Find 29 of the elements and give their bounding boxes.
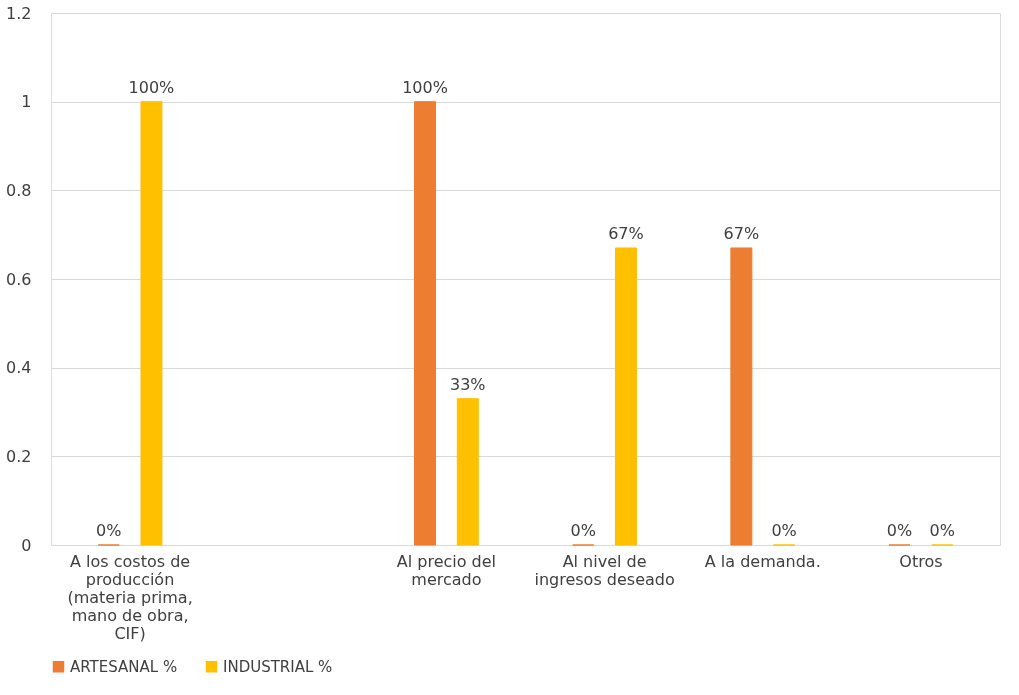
y-tick-label: 0.8 bbox=[6, 180, 32, 200]
bar bbox=[414, 101, 437, 546]
data-label: 100% bbox=[402, 77, 448, 97]
data-label: 33% bbox=[450, 374, 486, 394]
x-tick-label: A la demanda. bbox=[704, 551, 821, 571]
data-label: 0% bbox=[96, 521, 122, 540]
data-label: 0% bbox=[886, 521, 913, 540]
x-tick-label: Al nivel de ingresos deseado bbox=[534, 551, 675, 589]
y-tick-label: 0.4 bbox=[6, 358, 32, 378]
legend-label: INDUSTRIAL % bbox=[223, 657, 333, 676]
y-tick-label: 1 bbox=[21, 92, 32, 112]
bar bbox=[614, 247, 637, 546]
data-label: 100% bbox=[128, 77, 175, 97]
y-tick-label: 0.2 bbox=[6, 446, 32, 466]
bar bbox=[456, 398, 479, 546]
x-tick-label: Al precio del mercado bbox=[396, 551, 497, 589]
data-label: 67% bbox=[608, 223, 644, 243]
bar bbox=[140, 101, 163, 546]
data-label: 67% bbox=[723, 223, 760, 243]
x-tick-label: Otros bbox=[899, 551, 943, 571]
y-tick-label: 0.6 bbox=[6, 269, 32, 289]
legend-label: ARTESANAL % bbox=[70, 657, 178, 676]
x-tick-label: A los costos de producción (materia prima, mano de obra, CIF) bbox=[67, 551, 193, 643]
data-label: 0% bbox=[929, 521, 955, 540]
bar bbox=[730, 247, 753, 546]
y-tick-label: 1.2 bbox=[6, 3, 32, 23]
data-label: 0% bbox=[771, 521, 797, 540]
y-tick-label: 0 bbox=[21, 535, 32, 555]
data-label: 0% bbox=[570, 521, 596, 540]
